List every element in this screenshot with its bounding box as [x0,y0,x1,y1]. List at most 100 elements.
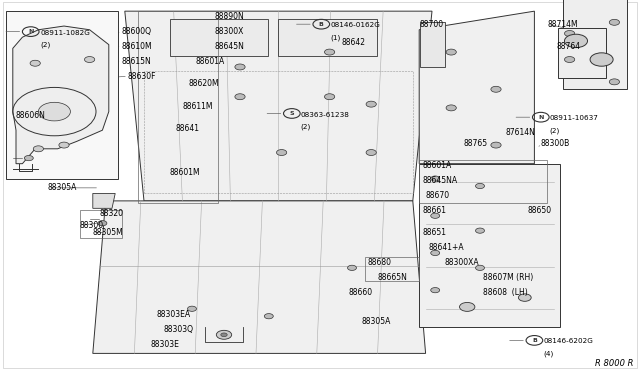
Bar [80,210,122,238]
Bar [420,22,445,67]
Circle shape [431,250,440,256]
Text: 88601M: 88601M [170,169,200,177]
Bar [563,0,627,89]
Polygon shape [419,11,534,164]
Text: 88615N: 88615N [122,57,151,66]
Text: 88890N: 88890N [214,12,244,21]
Bar [144,71,413,193]
Text: N: N [538,115,543,120]
Text: N: N [28,29,33,34]
Circle shape [491,86,501,92]
Text: 88300XA: 88300XA [445,258,479,267]
Text: 08363-61238: 08363-61238 [301,112,349,118]
Text: (4): (4) [543,350,554,357]
Text: (2): (2) [40,42,51,48]
Text: 88650: 88650 [528,206,552,215]
Circle shape [476,265,484,270]
Circle shape [235,64,245,70]
Circle shape [98,221,107,226]
Text: 88645NA: 88645NA [422,176,458,185]
Circle shape [564,57,575,62]
Text: (2): (2) [549,127,559,134]
Text: 88700: 88700 [419,20,444,29]
Bar [419,164,560,327]
Text: 88303EA: 88303EA [157,310,191,319]
Text: 88300B: 88300B [541,139,570,148]
Circle shape [84,57,95,62]
Text: 87614N: 87614N [506,128,536,137]
Text: 88601A: 88601A [422,161,452,170]
Circle shape [30,60,40,66]
Circle shape [564,34,588,48]
Circle shape [264,314,273,319]
Circle shape [33,146,44,152]
Text: 08911-1082G: 08911-1082G [40,30,90,36]
Text: 88661: 88661 [422,206,447,215]
Text: 88300X: 88300X [214,27,244,36]
Bar [419,160,547,203]
Text: 88305M: 88305M [93,228,124,237]
Text: 88680: 88680 [368,258,392,267]
Text: (1): (1) [330,34,340,41]
Text: 88665N: 88665N [378,273,408,282]
Bar [6,11,118,179]
Text: 88303E: 88303E [150,340,179,349]
Circle shape [24,155,33,161]
Circle shape [609,79,620,85]
Circle shape [476,228,484,233]
Text: 88305A: 88305A [48,183,77,192]
Text: 88607M (RH): 88607M (RH) [483,273,534,282]
Text: S: S [289,111,294,116]
Text: 88606N: 88606N [16,111,46,120]
Circle shape [590,53,613,66]
Polygon shape [93,193,115,208]
Text: 88765: 88765 [464,139,488,148]
Text: 88714M: 88714M [547,20,578,29]
Polygon shape [13,26,109,164]
Circle shape [59,142,69,148]
Circle shape [564,31,575,36]
Circle shape [188,306,196,311]
Circle shape [609,19,620,25]
Circle shape [324,94,335,100]
Circle shape [431,213,440,218]
Circle shape [366,101,376,107]
Text: 88660: 88660 [349,288,373,296]
Text: 08146-6202G: 08146-6202G [543,339,593,344]
Text: 08911-10637: 08911-10637 [549,115,598,121]
Text: 88305A: 88305A [362,317,391,326]
Bar [558,28,606,78]
Bar [278,19,377,56]
Circle shape [235,94,245,100]
Text: 88611M: 88611M [182,102,213,110]
Text: 88620M: 88620M [189,79,220,88]
Polygon shape [125,11,432,201]
Circle shape [518,294,531,301]
Circle shape [431,288,440,293]
Bar [138,11,218,203]
Circle shape [221,333,227,337]
Circle shape [446,49,456,55]
Circle shape [366,150,376,155]
Text: 88670: 88670 [426,191,450,200]
Text: 88641: 88641 [176,124,200,133]
Text: 88764: 88764 [557,42,581,51]
Circle shape [431,176,440,181]
Text: 88630F: 88630F [128,72,157,81]
Circle shape [460,302,475,311]
Circle shape [216,330,232,339]
Text: B: B [319,22,324,27]
Text: 88300: 88300 [80,221,104,230]
Circle shape [476,183,484,189]
Text: 88642: 88642 [341,38,365,47]
Text: R 8000 R: R 8000 R [595,359,634,368]
Text: B: B [532,338,537,343]
Text: 88610M: 88610M [122,42,152,51]
Bar [170,19,268,56]
Text: 88601A: 88601A [195,57,225,66]
Polygon shape [93,201,426,353]
Text: 88608  (LH): 88608 (LH) [483,288,528,296]
Text: 88645N: 88645N [214,42,244,51]
Text: 88320: 88320 [99,209,123,218]
Circle shape [348,265,356,270]
